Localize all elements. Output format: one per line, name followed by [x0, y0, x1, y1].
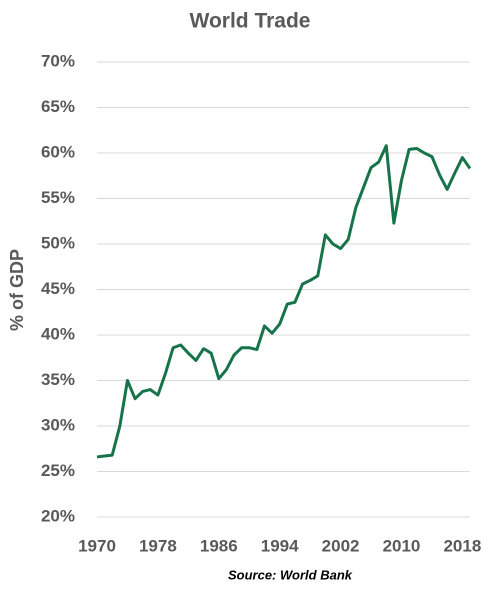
x-tick-label: 1978 — [139, 536, 177, 555]
y-tick-label: 60% — [41, 142, 75, 161]
y-tick-label: 35% — [41, 370, 75, 389]
y-tick-label: 50% — [41, 233, 75, 252]
series-line — [96, 144, 472, 459]
x-tick-label: 1986 — [200, 536, 238, 555]
y-tick-label: 70% — [41, 51, 75, 70]
y-axis-label: % of GDP — [7, 249, 27, 331]
x-tick-label: 2002 — [322, 536, 360, 555]
source: Source: World Bank — [228, 567, 353, 582]
x-tick-label: 1970 — [78, 536, 116, 555]
y-tick-label: 65% — [41, 97, 75, 116]
y-tick-label: 40% — [41, 324, 75, 343]
y-tick-label: 25% — [41, 461, 75, 480]
x-tick-label: 2018 — [443, 536, 481, 555]
y-tick-label: 20% — [41, 506, 75, 525]
y-tick-label: 55% — [41, 188, 75, 207]
y-tick-label: 45% — [41, 279, 75, 298]
y-tick-label: 30% — [41, 415, 75, 434]
x-tick-label: 1994 — [261, 536, 299, 555]
chart-title: World Trade — [190, 10, 311, 33]
x-tick-label: 2010 — [383, 536, 421, 555]
